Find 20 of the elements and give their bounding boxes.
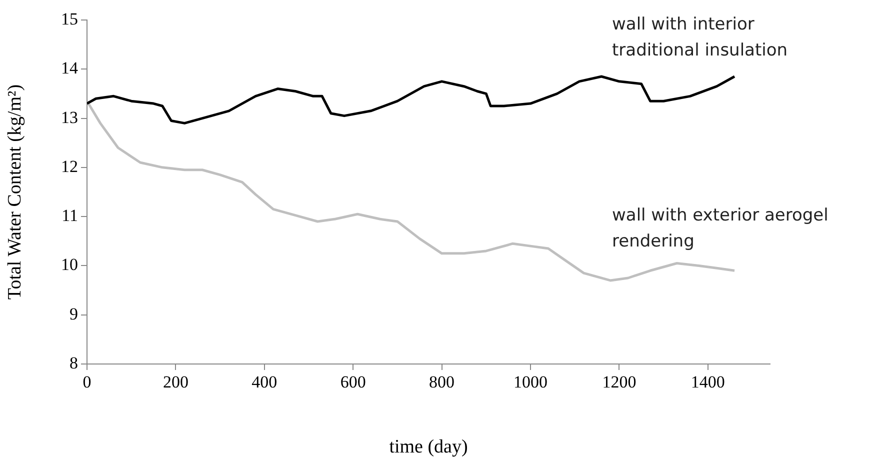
x-tick-label: 1200 <box>602 372 636 392</box>
x-tick-label: 400 <box>252 372 278 392</box>
y-tick-label: 8 <box>70 353 78 372</box>
y-tick-label: 15 <box>61 9 78 28</box>
series-label: wall with exterior aerogel rendering <box>612 205 828 252</box>
x-tick-label: 1400 <box>690 372 725 392</box>
x-tick-label: 800 <box>429 372 455 392</box>
y-axis-title: Total Water Content (kg/m²) <box>4 84 26 300</box>
y-tick-label: 10 <box>61 255 78 274</box>
x-tick-label: 200 <box>162 372 188 392</box>
x-tick-label: 600 <box>340 372 366 392</box>
y-tick-label: 9 <box>70 304 78 324</box>
y-tick-label: 14 <box>61 58 78 78</box>
y-tick-label: 13 <box>61 108 78 127</box>
x-tick-label: 0 <box>82 372 92 392</box>
x-axis-title: time (day) <box>389 436 468 458</box>
y-tick-label: 11 <box>62 206 78 226</box>
series-label: wall with interior traditional insulation <box>612 14 788 60</box>
x-tick-label: 1000 <box>514 372 548 392</box>
y-tick-label: 12 <box>61 156 78 176</box>
